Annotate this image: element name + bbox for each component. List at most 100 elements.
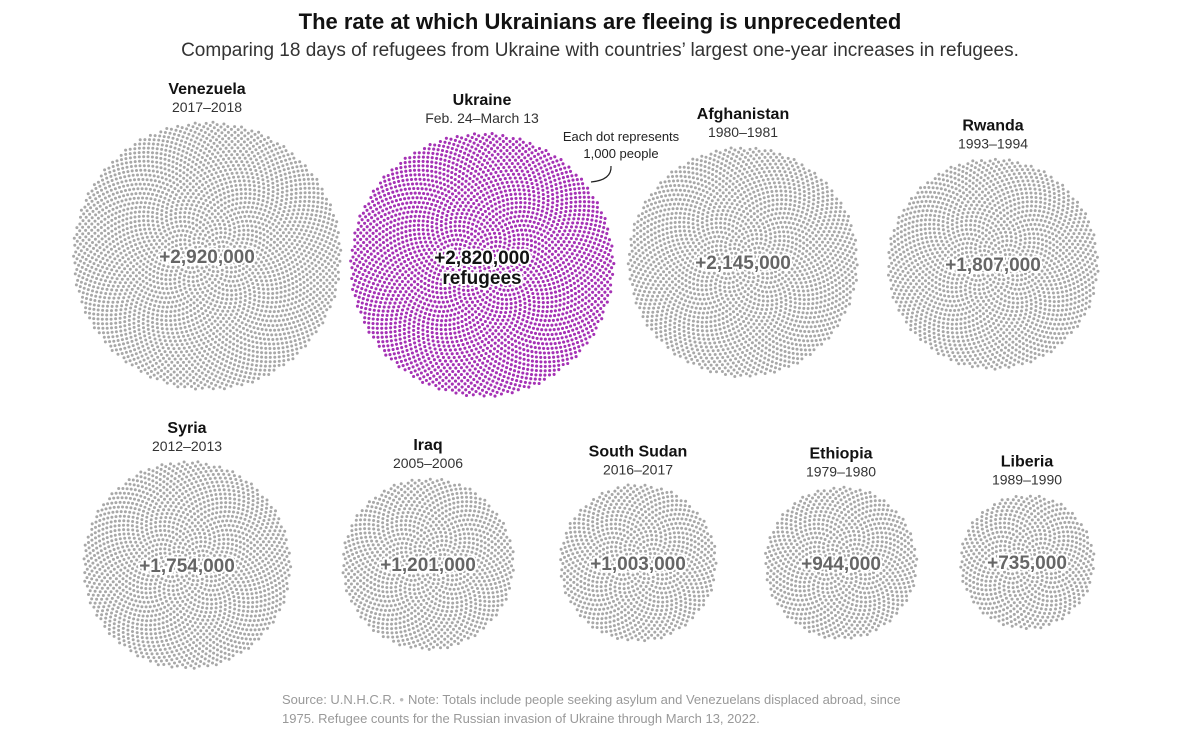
dot — [440, 628, 444, 632]
dot — [613, 609, 617, 613]
dot — [868, 491, 872, 494]
dot — [881, 591, 885, 595]
dot — [1060, 547, 1064, 551]
dot — [909, 532, 913, 536]
dot — [407, 602, 411, 606]
dot — [970, 595, 974, 599]
dot — [606, 510, 610, 514]
dot — [705, 589, 709, 593]
dot — [669, 631, 673, 635]
dot — [140, 631, 144, 635]
dot — [872, 594, 876, 598]
dot — [410, 617, 414, 621]
dot — [502, 558, 506, 562]
dot — [468, 613, 472, 617]
dot — [263, 563, 267, 567]
dot — [205, 629, 209, 633]
dot — [111, 543, 115, 547]
dot — [835, 630, 839, 634]
dot — [809, 597, 813, 601]
dot — [833, 585, 837, 589]
dot — [188, 627, 192, 631]
dot — [1011, 572, 1015, 576]
dot — [422, 545, 426, 549]
dot — [1049, 572, 1053, 576]
dot — [702, 603, 705, 607]
dot — [687, 509, 691, 513]
dot — [875, 517, 879, 521]
dot — [824, 560, 828, 564]
dot — [765, 578, 769, 582]
dot — [587, 588, 591, 592]
dot — [404, 582, 407, 586]
dot — [589, 569, 593, 573]
dot — [832, 621, 835, 625]
dot — [640, 599, 644, 603]
dot — [124, 553, 128, 557]
dot — [255, 524, 259, 528]
dot — [790, 588, 794, 592]
dot — [209, 622, 213, 626]
dot — [592, 575, 595, 579]
dot — [837, 494, 841, 498]
dot — [688, 594, 692, 597]
dot — [437, 508, 441, 512]
dot — [1023, 539, 1027, 543]
dot — [851, 556, 855, 560]
dot — [221, 581, 225, 585]
dot — [676, 548, 680, 552]
dot — [847, 611, 851, 615]
dot — [574, 564, 578, 568]
dot — [607, 506, 611, 510]
dot — [589, 598, 593, 602]
dot — [188, 487, 192, 491]
dot — [639, 523, 643, 527]
dot — [482, 579, 486, 583]
dot — [998, 544, 1002, 548]
dot — [1047, 585, 1051, 589]
dot — [624, 595, 628, 599]
dot — [150, 514, 154, 518]
dot — [1039, 583, 1043, 586]
dot — [386, 491, 390, 495]
dot — [612, 614, 616, 618]
dot — [1007, 585, 1010, 589]
dot — [885, 613, 889, 617]
dot — [903, 564, 907, 568]
dot — [500, 598, 504, 602]
dot — [646, 581, 650, 585]
dot — [642, 572, 646, 576]
dot — [382, 544, 386, 547]
dot — [385, 581, 389, 585]
dot — [645, 487, 649, 491]
dot — [1028, 583, 1032, 587]
dot — [122, 532, 126, 536]
dot — [444, 613, 447, 617]
dot — [989, 575, 993, 579]
dot — [617, 601, 621, 605]
dot — [144, 628, 148, 631]
dot — [799, 576, 803, 580]
dot — [889, 542, 892, 546]
dot — [779, 588, 783, 592]
dot — [149, 540, 153, 544]
dot — [473, 509, 476, 513]
dot — [395, 552, 399, 556]
dot — [408, 564, 412, 568]
dot — [447, 498, 451, 502]
dot — [425, 629, 429, 632]
dot — [352, 579, 356, 583]
dot — [376, 630, 380, 634]
dot — [403, 586, 407, 590]
dot — [847, 619, 851, 623]
dot — [659, 636, 663, 640]
dot — [670, 494, 674, 498]
dot — [495, 512, 499, 516]
dot — [439, 640, 443, 644]
dot — [825, 573, 829, 577]
dot — [174, 498, 178, 501]
dot — [1060, 617, 1064, 621]
dot — [231, 591, 235, 594]
dot — [574, 534, 578, 538]
dot — [133, 507, 137, 511]
